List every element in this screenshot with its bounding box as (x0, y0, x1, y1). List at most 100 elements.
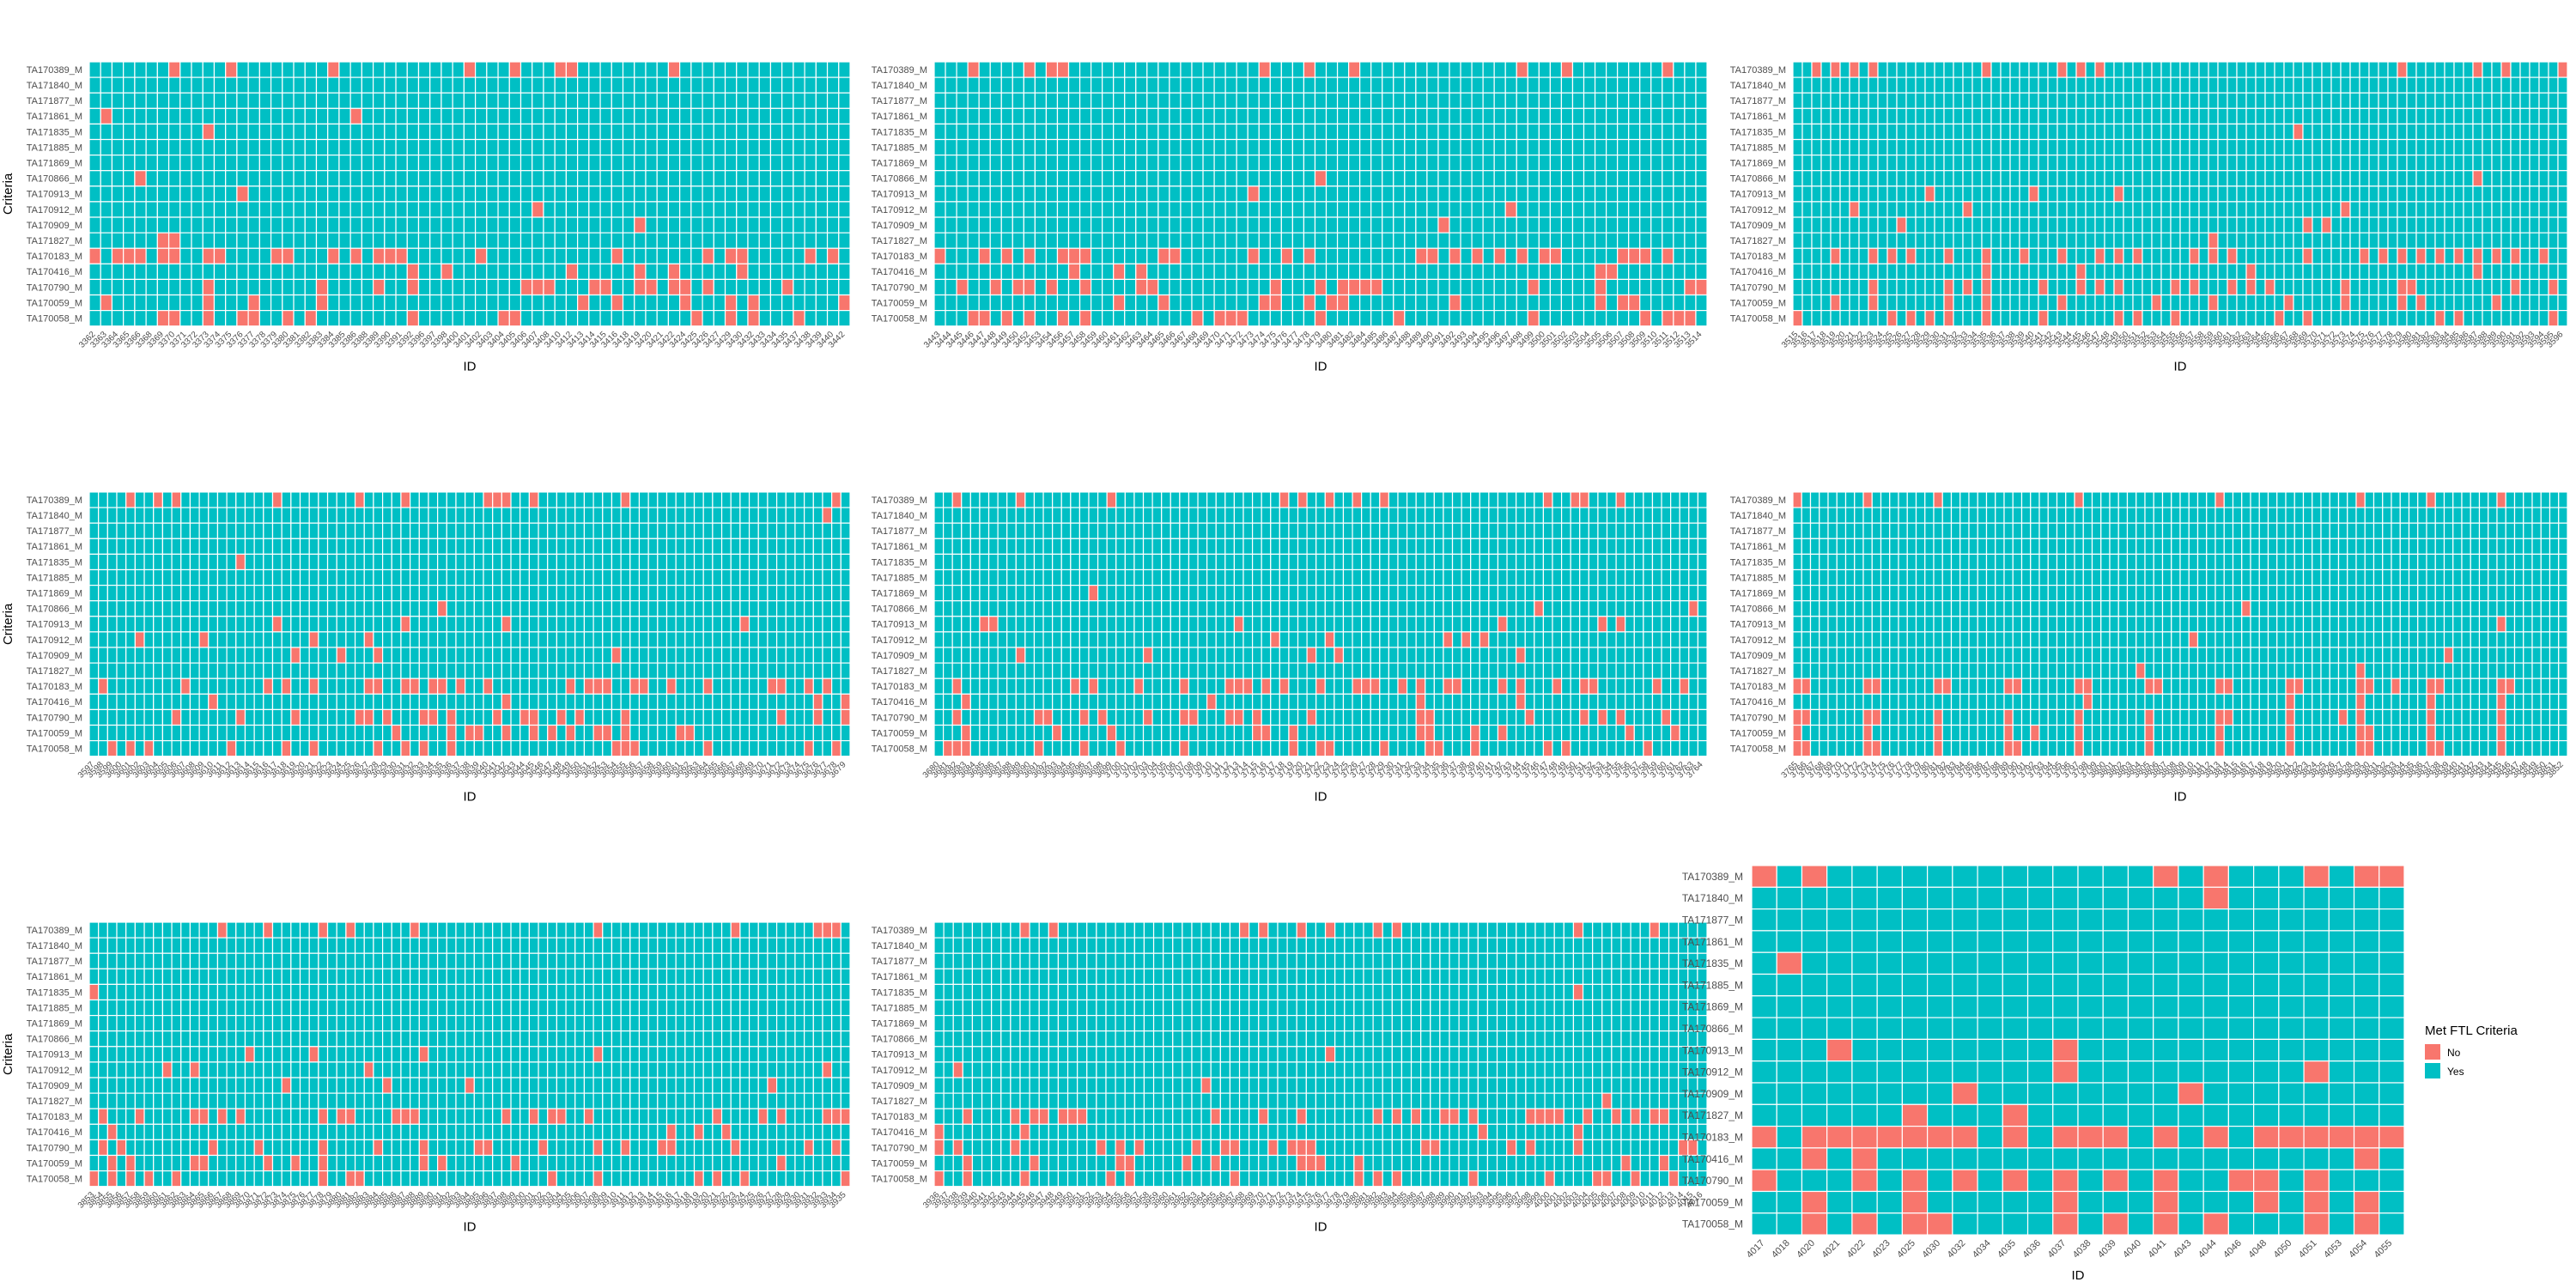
heatmap-cell (2009, 216, 2020, 234)
heatmap-cell (1971, 185, 1983, 203)
heatmap-cell (1336, 138, 1350, 156)
heatmap-cell (736, 294, 749, 312)
heatmap-cell (304, 216, 318, 234)
heatmap-cell (2179, 185, 2190, 203)
heatmap-cell (2189, 170, 2200, 187)
heatmap-cell (556, 507, 567, 524)
heatmap-cell (1157, 185, 1170, 203)
heatmap-cell (2415, 61, 2427, 78)
heatmap-cell (1091, 263, 1103, 280)
heatmap-cell (1571, 61, 1585, 78)
heatmap-cell (1868, 138, 1879, 156)
heatmap-cell (2000, 232, 2011, 249)
heatmap-cell (665, 647, 677, 664)
heatmap-cell (1359, 278, 1372, 296)
heatmap-cell (1157, 247, 1170, 264)
heatmap-cell (308, 647, 319, 664)
heatmap-cell (2075, 138, 2087, 156)
heatmap-cell (1382, 170, 1394, 187)
heatmap-cell (88, 61, 101, 78)
heatmap-cell (156, 123, 170, 141)
heatmap-cell (724, 216, 738, 234)
heatmap-cell (1169, 76, 1182, 94)
heatmap-cell (1146, 201, 1159, 218)
heatmap-cell (1325, 185, 1339, 203)
heatmap-cell (2227, 138, 2238, 156)
heatmap-cell (2227, 123, 2238, 141)
heatmap-cell (1325, 278, 1339, 296)
heatmap-cell (1639, 278, 1652, 296)
heatmap-cell (2330, 170, 2342, 187)
heatmap-cell (2227, 155, 2238, 172)
heatmap-cell (1370, 247, 1383, 264)
heatmap-cell (134, 185, 147, 203)
heatmap-cell (1801, 263, 1813, 280)
heatmap-cell (702, 278, 714, 296)
heatmap-cell (1012, 278, 1024, 296)
heatmap-cell (1538, 107, 1551, 125)
heatmap-cell (235, 522, 246, 539)
heatmap-cell (153, 507, 163, 524)
heatmap-cell (2548, 123, 2559, 141)
heatmap-cell (554, 278, 567, 296)
heatmap-cell (739, 507, 750, 524)
heatmap-cell (2359, 263, 2370, 280)
heatmap-cell (293, 310, 306, 327)
heatmap-cell (1606, 216, 1619, 234)
heatmap-cell (1000, 61, 1013, 78)
heatmap-cell (167, 310, 181, 327)
heatmap-cell (143, 647, 155, 664)
heatmap-cell (2000, 107, 2011, 125)
heatmap-cell (2000, 123, 2011, 141)
heatmap-cell (179, 294, 192, 312)
heatmap-cell (747, 138, 760, 156)
heatmap-cell (1102, 61, 1115, 78)
heatmap-cell (1673, 263, 1686, 280)
heatmap-cell (510, 647, 521, 664)
heatmap-cell (1393, 232, 1406, 249)
heatmap-cell (602, 568, 613, 586)
heatmap-cell (532, 232, 544, 249)
heatmap-cell (373, 584, 384, 602)
heatmap-cell (2104, 92, 2115, 109)
heatmap-cell (736, 92, 749, 109)
heatmap-cell (840, 584, 851, 602)
heatmap-cell (1146, 123, 1159, 141)
heatmap-cell (455, 600, 466, 617)
heatmap-cell (2057, 170, 2068, 187)
heatmap-cell (2397, 76, 2408, 94)
heatmap-cell (1258, 294, 1271, 312)
heatmap-cell (2198, 155, 2209, 172)
heatmap-cell (161, 507, 173, 524)
heatmap-cell (645, 232, 658, 249)
heatmap-cell (2330, 310, 2342, 327)
heatmap-cell (1280, 247, 1293, 264)
heatmap-cell (1045, 61, 1059, 78)
heatmap-cell (826, 247, 840, 264)
heatmap-cell (767, 491, 778, 508)
heatmap-cell (2378, 247, 2389, 264)
heatmap-cell (657, 568, 668, 586)
heatmap-cell (665, 631, 677, 648)
heatmap-cell (1348, 76, 1361, 94)
heatmap-cell (381, 584, 392, 602)
heatmap-cell (747, 92, 760, 109)
heatmap-cell (189, 538, 200, 555)
heatmap-cell (815, 61, 829, 78)
heatmap-cell (2519, 185, 2530, 203)
heatmap-cell (1905, 232, 1917, 249)
heatmap-cell (1157, 201, 1170, 218)
heatmap-cell (611, 216, 624, 234)
heatmap-cell (1962, 247, 1973, 264)
heatmap-cell (1549, 294, 1563, 312)
heatmap-cell (1180, 310, 1193, 327)
heatmap-cell (338, 294, 351, 312)
heatmap-cell (645, 185, 658, 203)
heatmap-cell (417, 92, 431, 109)
heatmap-cell (599, 232, 612, 249)
heatmap-cell (208, 491, 219, 508)
y-tick-label: TA170389_M (872, 65, 927, 76)
heatmap-cell (956, 155, 969, 172)
heatmap-cell (410, 522, 420, 539)
heatmap-cell (1303, 76, 1316, 94)
